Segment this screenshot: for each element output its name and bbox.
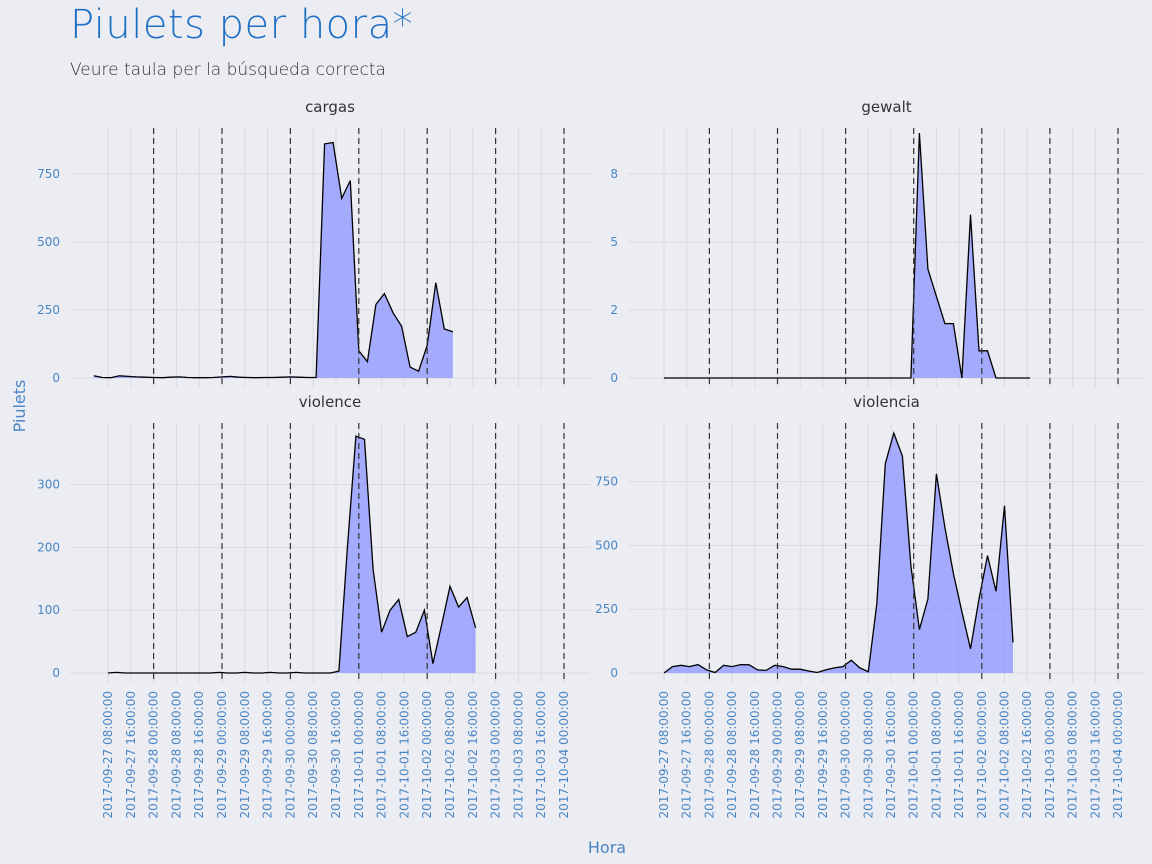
line-gewalt — [664, 132, 1030, 379]
x-tick-label: 2017-09-28 16:00:00 — [748, 691, 762, 818]
x-tick-label: 2017-10-01 00:00:00 — [907, 691, 921, 818]
y-tick-label: 500 — [37, 235, 60, 249]
x-tick-label: 2017-10-02 16:00:00 — [1020, 691, 1034, 818]
x-tick-label: 2017-10-03 08:00:00 — [511, 691, 525, 818]
x-tick-label: 2017-10-01 16:00:00 — [952, 691, 966, 818]
x-tick-label: 2017-09-30 08:00:00 — [306, 691, 320, 818]
line-violencia — [663, 430, 1014, 674]
x-tick-label: 2017-09-27 08:00:00 — [101, 691, 115, 818]
x-axis-title: Hora — [588, 838, 626, 857]
x-tick-label: 2017-10-01 16:00:00 — [397, 691, 411, 818]
panel-title-violence: violence — [299, 393, 362, 411]
y-tick-label: 0 — [610, 371, 618, 385]
x-tick-label: 2017-10-01 08:00:00 — [375, 691, 389, 818]
y-axis-title: Piulets — [10, 380, 29, 433]
y-tick-label: 250 — [595, 602, 618, 616]
y-tick-label: 300 — [37, 478, 60, 492]
x-tick-label: 2017-09-30 16:00:00 — [329, 691, 343, 818]
panel-title-violencia: violencia — [853, 393, 920, 411]
x-tick-label: 2017-09-28 08:00:00 — [169, 691, 183, 818]
y-tick-label: 5 — [610, 235, 618, 249]
y-tick-label: 500 — [595, 538, 618, 552]
x-tick-label: 2017-09-28 08:00:00 — [725, 691, 739, 818]
x-tick-label: 2017-09-30 16:00:00 — [884, 691, 898, 818]
x-tick-label: 2017-10-03 00:00:00 — [489, 691, 503, 818]
x-tick-label: 2017-10-02 08:00:00 — [443, 691, 457, 818]
x-tick-label: 2017-09-27 08:00:00 — [657, 691, 671, 818]
x-tick-label: 2017-09-29 00:00:00 — [771, 691, 785, 818]
y-tick-label: 250 — [37, 303, 60, 317]
x-tick-label: 2017-10-02 16:00:00 — [466, 691, 480, 818]
area-violence — [108, 436, 476, 673]
line-cargas — [93, 141, 454, 379]
x-tick-label: 2017-10-03 16:00:00 — [1088, 691, 1102, 818]
x-tick-label: 2017-09-29 16:00:00 — [816, 691, 830, 818]
x-tick-label: 2017-09-29 16:00:00 — [261, 691, 275, 818]
x-tick-label: 2017-10-04 00:00:00 — [1111, 691, 1125, 818]
y-tick-label: 0 — [52, 666, 60, 680]
x-tick-label: 2017-10-02 00:00:00 — [420, 691, 434, 818]
area-cargas — [93, 142, 453, 378]
x-tick-label: 2017-10-03 08:00:00 — [1066, 691, 1080, 818]
y-tick-label: 750 — [37, 167, 60, 181]
x-tick-label: 2017-09-28 00:00:00 — [702, 691, 716, 818]
x-tick-label: 2017-10-01 08:00:00 — [929, 691, 943, 818]
x-tick-label: 2017-10-02 08:00:00 — [998, 691, 1012, 818]
area-violencia — [664, 433, 1014, 673]
x-tick-label: 2017-10-03 16:00:00 — [534, 691, 548, 818]
chart-subtitle: Veure taula per la búsqueda correcta — [70, 60, 386, 80]
area-gewalt — [664, 133, 1031, 378]
y-tick-label: 2 — [610, 303, 618, 317]
x-tick-label: 2017-10-01 00:00:00 — [352, 691, 366, 818]
x-tick-label: 2017-09-27 16:00:00 — [124, 691, 138, 818]
x-tick-label: 2017-09-28 16:00:00 — [192, 691, 206, 818]
y-tick-label: 200 — [37, 540, 60, 554]
panel-title-gewalt: gewalt — [861, 98, 911, 116]
x-tick-label: 2017-09-28 00:00:00 — [147, 691, 161, 818]
y-tick-label: 0 — [52, 371, 60, 385]
x-tick-label: 2017-09-27 16:00:00 — [680, 691, 694, 818]
x-tick-label: 2017-09-29 08:00:00 — [793, 691, 807, 818]
line-violence — [107, 435, 477, 674]
x-tick-label: 2017-09-29 00:00:00 — [215, 691, 229, 818]
x-tick-label: 2017-10-04 00:00:00 — [557, 691, 571, 818]
x-tick-label: 2017-10-03 00:00:00 — [1043, 691, 1057, 818]
x-tick-label: 2017-09-29 08:00:00 — [238, 691, 252, 818]
x-tick-label: 2017-09-30 08:00:00 — [861, 691, 875, 818]
y-tick-label: 750 — [595, 475, 618, 489]
y-tick-label: 100 — [37, 603, 60, 617]
x-tick-label: 2017-09-30 00:00:00 — [283, 691, 297, 818]
chart-title: Piulets per hora* — [70, 2, 414, 48]
x-tick-label: 2017-09-30 00:00:00 — [839, 691, 853, 818]
x-tick-label: 2017-10-02 00:00:00 — [975, 691, 989, 818]
y-tick-label: 0 — [610, 666, 618, 680]
y-tick-label: 8 — [610, 167, 618, 181]
panel-title-cargas: cargas — [305, 98, 355, 116]
